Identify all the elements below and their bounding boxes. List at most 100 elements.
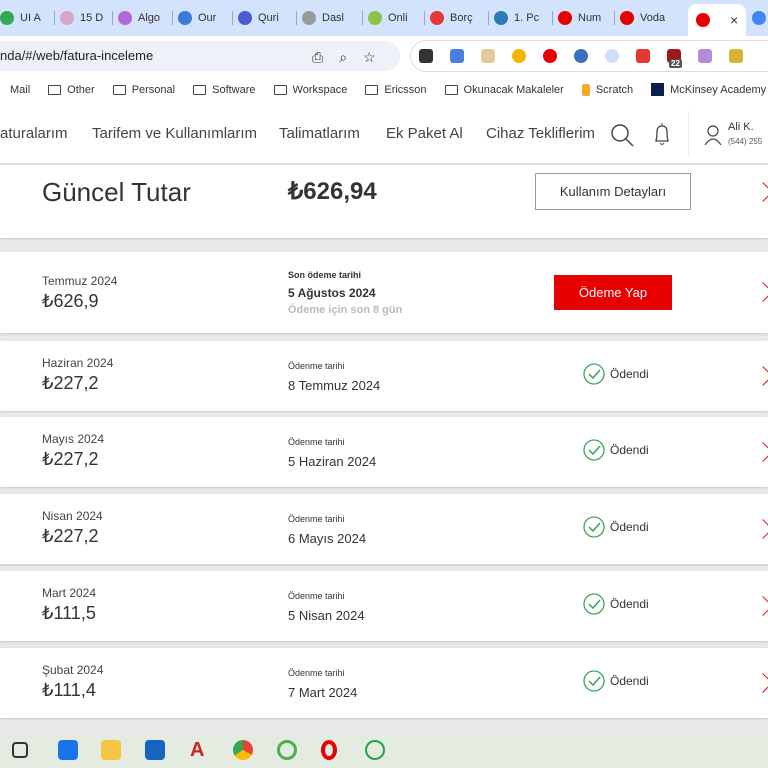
bill-row-pending[interactable]: Temmuz 2024 ₺626,9 Son ödeme tarihi 5 Ağ… (0, 252, 768, 333)
paid-status-text: Ödendi (610, 674, 649, 688)
nav-ek-paket[interactable]: Ek Paket Al (386, 125, 463, 142)
chevron-right-icon[interactable] (753, 673, 768, 693)
folder-icon (273, 84, 287, 95)
tab-separator (488, 11, 489, 25)
browser-tab[interactable]: × (688, 4, 747, 36)
tab-favicon-icon (558, 11, 572, 25)
search-icon[interactable] (610, 123, 634, 147)
extensions-bar: 22 (410, 40, 768, 72)
usage-details-button[interactable]: Kullanım Detayları (535, 173, 691, 210)
yellow-extension-icon[interactable] (729, 49, 743, 63)
browser-tab[interactable]: Dasl (302, 6, 344, 30)
user-name[interactable]: Ali K. (728, 121, 754, 133)
purple-extension-icon[interactable] (698, 49, 712, 63)
user-icon[interactable] (704, 125, 722, 145)
chevron-right-icon[interactable] (753, 282, 768, 302)
bookmark-item[interactable]: Other (48, 84, 95, 96)
bookmark-star-icon[interactable]: ☆ (363, 49, 376, 65)
paid-date-label: Ödenme tarihi (288, 668, 345, 678)
chevron-right-icon[interactable] (753, 366, 768, 386)
browser-tab[interactable]: UI A (0, 6, 41, 30)
tab-favicon-icon (302, 11, 316, 25)
bookmark-item[interactable]: Ericsson (365, 84, 427, 96)
chevron-right-icon[interactable] (753, 182, 768, 202)
chrome-icon[interactable] (233, 740, 253, 760)
megaphone-extension-icon[interactable] (419, 49, 433, 63)
bill-row[interactable]: Mayıs 2024 ₺227,2 Ödenme tarihi 5 Hazira… (0, 417, 768, 487)
tab-title: UI A (20, 12, 41, 24)
bookmark-item[interactable]: Personal (112, 83, 176, 96)
tab-title: 15 D (80, 12, 104, 24)
nav-tarifem[interactable]: Tarifem ve Kullanımlarım (92, 125, 258, 142)
gauge-extension-icon[interactable] (512, 49, 526, 63)
browser-tab[interactable]: Algo (118, 6, 160, 30)
bill-row[interactable]: Şubat 2024 ₺111,4 Ödenme tarihi 7 Mart 2… (0, 648, 768, 718)
install-icon[interactable]: ⎙ (312, 49, 324, 65)
browser-tab[interactable]: Voda (620, 6, 665, 30)
bill-amount: ₺111,4 (42, 680, 96, 700)
url-input[interactable]: nda/#/web/fatura-inceleme (0, 41, 400, 71)
green-ring-app-icon[interactable] (277, 740, 297, 760)
tab-favicon-icon (118, 11, 132, 25)
chevron-right-icon[interactable] (753, 519, 768, 539)
paid-date: 7 Mart 2024 (288, 685, 358, 700)
browser-tab[interactable]: Borç (430, 6, 473, 30)
nav-talimatlarim[interactable]: Talimatlarım (279, 125, 360, 142)
bill-row[interactable]: Nisan 2024 ₺227,2 Ödenme tarihi 6 Mayıs … (0, 494, 768, 564)
chevron-right-icon[interactable] (753, 596, 768, 616)
bookmark-item[interactable]: Workspace (273, 84, 347, 96)
bookmark-label: Okunacak Makaleler (463, 83, 564, 96)
folder-icon (444, 84, 458, 95)
opera-icon[interactable] (321, 740, 337, 760)
whatsapp-icon[interactable] (365, 740, 385, 760)
outlook-icon[interactable] (145, 740, 165, 760)
shield-extension-icon[interactable] (574, 49, 588, 63)
paid-status-text: Ödendi (610, 520, 649, 534)
bookmark-item[interactable]: Okunacak Makaleler (444, 83, 564, 96)
tab-title: Quri (258, 12, 279, 24)
nav-cihaz[interactable]: Cihaz Tekliflerim (486, 125, 595, 142)
close-tab-icon[interactable]: × (730, 12, 739, 28)
ublock-extension-icon[interactable]: 22 (667, 49, 682, 68)
compass-extension-icon[interactable] (605, 49, 619, 63)
zoom-icon[interactable]: ⌕ (339, 49, 348, 65)
box-extension-icon[interactable] (481, 49, 495, 63)
bookmark-item[interactable]: Software (193, 84, 256, 96)
task-view-icon[interactable] (12, 742, 28, 758)
chevron-right-icon[interactable] (753, 442, 768, 462)
browser-tab[interactable]: Onli (368, 6, 408, 30)
folder-icon (48, 84, 62, 95)
browser-tab[interactable]: 1. Pc (494, 6, 539, 30)
browser-tab[interactable]: Num (558, 6, 601, 30)
tab-title: Num (578, 12, 602, 24)
bill-amount: ₺626,9 (42, 291, 99, 311)
opera-extension-icon[interactable] (543, 49, 557, 63)
browser-tab[interactable]: 15 D (60, 6, 103, 30)
bell-icon[interactable] (652, 123, 672, 147)
bookmark-item[interactable]: Mail (10, 84, 30, 96)
bookmark-label: Personal (131, 83, 176, 96)
tab-favicon-icon (60, 11, 74, 25)
bill-row[interactable]: Haziran 2024 ₺227,2 Ödenme tarihi 8 Temm… (0, 341, 768, 411)
remaining-days: Ödeme için son 8 gün (288, 304, 403, 316)
translate-extension-icon[interactable] (450, 49, 464, 63)
tab-title: Voda (640, 12, 666, 24)
bookmark-item[interactable]: Scratch (581, 83, 633, 96)
tab-title: 1. Pc (514, 12, 540, 24)
bill-row[interactable]: Mart 2024 ₺111,5 Ödenme tarihi 5 Nisan 2… (0, 571, 768, 641)
browser-tab[interactable]: Quri (238, 6, 279, 30)
user-phone: (544) 255 (728, 137, 763, 146)
pay-button[interactable]: Ödeme Yap (554, 275, 672, 310)
paid-date: 8 Temmuz 2024 (288, 378, 381, 393)
check-circle-icon (583, 593, 605, 615)
browser-tab[interactable]: Our (178, 6, 216, 30)
taskbar: A (0, 732, 768, 768)
browser-tab[interactable] (752, 6, 766, 30)
folder-icon (365, 84, 379, 95)
youtube-extension-icon[interactable] (636, 49, 650, 63)
nav-faturalarim[interactable]: aturalarım (0, 125, 68, 142)
bookmark-item[interactable]: McKinsey Academy (651, 83, 766, 96)
app-c-icon[interactable] (58, 740, 78, 760)
acrobat-icon[interactable]: A (190, 739, 205, 761)
file-explorer-icon[interactable] (101, 740, 121, 760)
